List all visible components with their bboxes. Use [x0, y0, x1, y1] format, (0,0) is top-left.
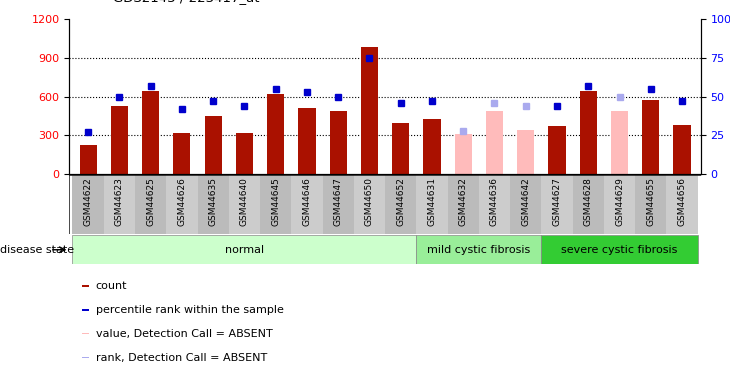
Bar — [635, 175, 666, 234]
Text: disease state: disease state — [0, 245, 74, 255]
Text: value, Detection Call = ABSENT: value, Detection Call = ABSENT — [96, 328, 272, 339]
Bar — [604, 175, 635, 234]
Bar — [423, 118, 441, 174]
Bar — [479, 175, 510, 234]
Text: mild cystic fibrosis: mild cystic fibrosis — [427, 245, 531, 255]
Bar — [580, 92, 597, 174]
Bar — [517, 130, 534, 174]
Bar — [323, 175, 354, 234]
Text: GSM44636: GSM44636 — [490, 177, 499, 226]
Text: GSM44631: GSM44631 — [428, 177, 437, 226]
Bar — [510, 175, 542, 234]
Bar — [674, 125, 691, 174]
Text: GSM44652: GSM44652 — [396, 177, 405, 226]
Bar — [82, 285, 89, 286]
Bar — [111, 106, 128, 174]
Text: count: count — [96, 281, 127, 291]
Bar — [204, 116, 222, 174]
Text: GSM44642: GSM44642 — [521, 177, 530, 226]
Bar — [80, 144, 96, 174]
Bar — [666, 175, 698, 234]
Bar — [542, 175, 572, 234]
Bar — [260, 175, 291, 234]
Bar — [385, 175, 416, 234]
Bar — [267, 94, 284, 174]
Text: GSM44650: GSM44650 — [365, 177, 374, 226]
Text: rank, Detection Call = ABSENT: rank, Detection Call = ABSENT — [96, 352, 267, 363]
Bar — [82, 333, 89, 334]
Bar — [572, 175, 604, 234]
Bar — [548, 126, 566, 174]
Bar — [416, 235, 542, 264]
Text: GSM44645: GSM44645 — [271, 177, 280, 226]
Text: GSM44635: GSM44635 — [209, 177, 218, 226]
Bar — [72, 235, 416, 264]
Bar — [198, 175, 228, 234]
Text: GSM44626: GSM44626 — [177, 177, 186, 226]
Bar — [291, 175, 323, 234]
Bar — [455, 134, 472, 174]
Text: GSM44647: GSM44647 — [334, 177, 342, 226]
Text: GSM44632: GSM44632 — [458, 177, 468, 226]
Bar — [416, 175, 447, 234]
Bar — [392, 123, 410, 174]
Bar — [642, 100, 659, 174]
Bar — [447, 175, 479, 234]
Text: GSM44625: GSM44625 — [146, 177, 155, 226]
Bar — [173, 133, 191, 174]
Bar — [82, 357, 89, 358]
Text: normal: normal — [225, 245, 264, 255]
Text: percentile rank within the sample: percentile rank within the sample — [96, 305, 283, 315]
Text: GSM44640: GSM44640 — [240, 177, 249, 226]
Bar — [299, 108, 315, 174]
Text: GSM44627: GSM44627 — [553, 177, 561, 226]
Bar — [72, 175, 104, 234]
Text: GSM44622: GSM44622 — [84, 177, 93, 226]
Text: GSM44655: GSM44655 — [646, 177, 656, 226]
Bar — [236, 133, 253, 174]
Bar — [82, 309, 89, 310]
Bar — [329, 111, 347, 174]
Text: GSM44628: GSM44628 — [584, 177, 593, 226]
Bar — [142, 92, 159, 174]
Text: GSM44629: GSM44629 — [615, 177, 624, 226]
Text: severe cystic fibrosis: severe cystic fibrosis — [561, 245, 677, 255]
Bar — [166, 175, 198, 234]
Bar — [486, 111, 503, 174]
Bar — [354, 175, 385, 234]
Bar — [611, 111, 628, 174]
Bar — [542, 235, 698, 264]
Bar — [104, 175, 135, 234]
Text: GSM44646: GSM44646 — [302, 177, 312, 226]
Text: GSM44656: GSM44656 — [677, 177, 686, 226]
Bar — [135, 175, 166, 234]
Bar — [228, 175, 260, 234]
Text: GSM44623: GSM44623 — [115, 177, 124, 226]
Text: GDS2143 / 223417_at: GDS2143 / 223417_at — [113, 0, 260, 4]
Bar — [361, 47, 378, 174]
